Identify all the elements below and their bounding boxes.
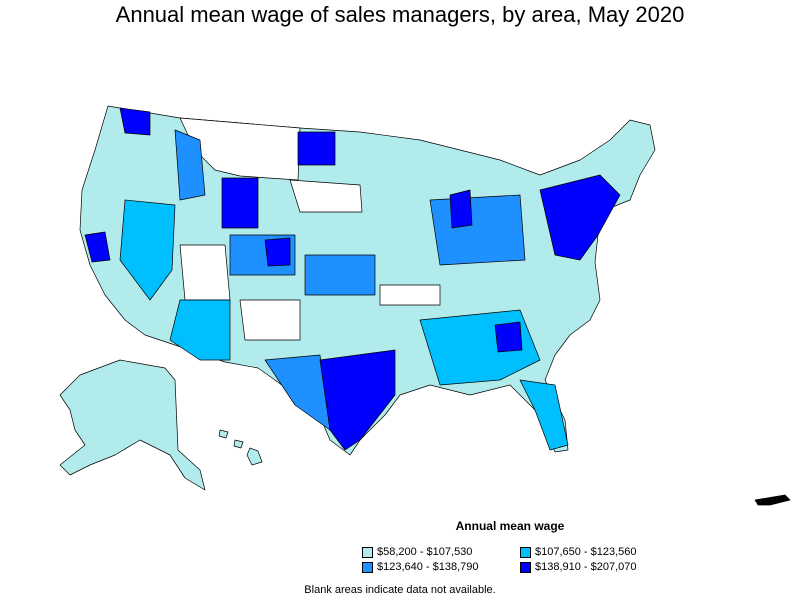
legend-label-low: $58,200 - $107,530: [377, 546, 473, 558]
legend-title: Annual mean wage: [455, 519, 565, 533]
florida-region: [519, 379, 569, 451]
legend-swatch-mid-low: [520, 546, 531, 558]
blank-areas-note: Blank areas indicate data not available.: [304, 584, 496, 596]
wyoming-region: [221, 177, 259, 229]
legend-item-mid-low: $107,650 - $123,560: [520, 546, 637, 558]
legend-item-high: $138,910 - $207,070: [520, 561, 637, 573]
seattle-region: [119, 107, 151, 136]
midwest-region: [429, 194, 526, 266]
utah-blank-area: [179, 244, 231, 301]
legend-swatch-mid-high: [362, 561, 373, 573]
legend-item-mid-high: $123,640 - $138,790: [362, 561, 479, 573]
texas-east-region: [319, 349, 396, 451]
legend-label-mid-high: $123,640 - $138,790: [377, 561, 479, 573]
legend-label-mid-low: $107,650 - $123,560: [535, 546, 637, 558]
north-dakota-region: [297, 131, 336, 166]
puerto-rico-region: [754, 494, 791, 506]
arizona-region: [169, 299, 231, 361]
nebraska-blank-area: [289, 179, 363, 213]
bay-area-region: [84, 231, 111, 263]
legend-swatch-low: [362, 546, 373, 558]
northeast-corridor-region: [539, 174, 621, 261]
atlanta-region: [494, 321, 523, 353]
map-title: Annual mean wage of sales managers, by a…: [115, 2, 685, 27]
idaho-region: [174, 129, 206, 201]
nevada-region: [119, 199, 176, 301]
hawaii-region: [218, 429, 263, 466]
legend-swatch-high: [520, 561, 531, 573]
legend-item-low: $58,200 - $107,530: [362, 546, 472, 558]
alaska-region: [59, 359, 206, 491]
new-mexico-blank-area: [239, 299, 301, 341]
west-texas-region: [264, 354, 331, 431]
oklahoma-blank-area: [379, 284, 441, 306]
legend-label-high: $138,910 - $207,070: [535, 561, 637, 573]
denver-region: [264, 237, 291, 267]
chicago-region: [449, 189, 473, 229]
kansas-region: [304, 254, 376, 296]
